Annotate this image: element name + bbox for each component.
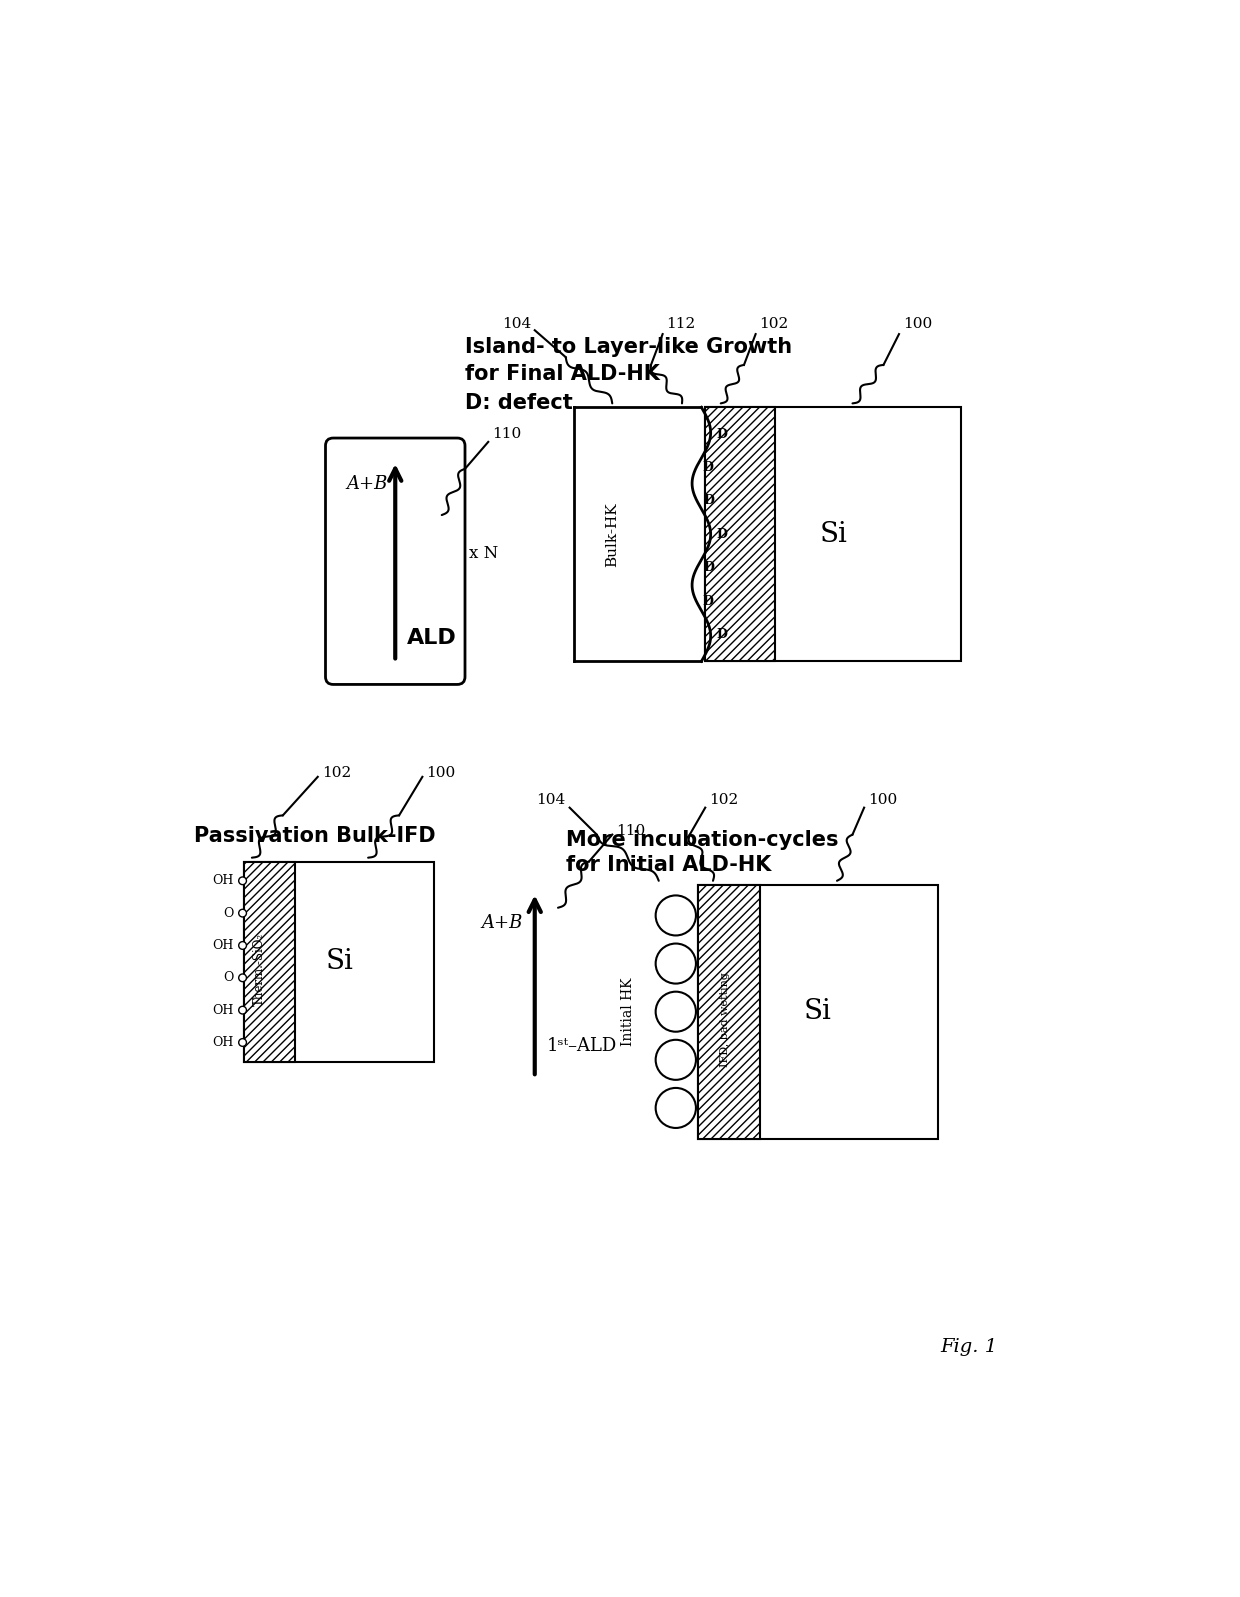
Circle shape: [238, 1006, 247, 1014]
Bar: [697, 885, 937, 1139]
Text: 104: 104: [537, 794, 565, 806]
Text: 100: 100: [427, 767, 455, 779]
Text: OH: OH: [212, 1003, 233, 1017]
Circle shape: [656, 992, 696, 1032]
Circle shape: [656, 1040, 696, 1080]
Text: O: O: [223, 907, 233, 920]
Polygon shape: [573, 407, 711, 661]
Text: 110: 110: [492, 426, 521, 441]
Text: Si: Si: [804, 998, 832, 1025]
Text: More incubation-cycles: More incubation-cycles: [565, 830, 838, 850]
Circle shape: [238, 942, 247, 949]
Text: 100: 100: [868, 794, 898, 806]
Text: Therm.-SiO₂: Therm.-SiO₂: [253, 933, 267, 1006]
Bar: [706, 407, 961, 661]
Text: 104: 104: [502, 318, 531, 331]
Text: Initial HK: Initial HK: [621, 977, 635, 1046]
Text: Bulk-HK: Bulk-HK: [605, 501, 619, 567]
Text: IFD, bad wetting: IFD, bad wetting: [719, 973, 729, 1067]
Text: Si: Si: [820, 521, 847, 548]
Text: D: D: [703, 561, 714, 575]
Bar: [244, 861, 295, 1062]
Text: x N: x N: [469, 545, 498, 562]
Text: D: D: [717, 628, 728, 640]
Circle shape: [656, 944, 696, 984]
Text: D: D: [717, 527, 728, 541]
Text: 102: 102: [709, 794, 738, 806]
Text: 110: 110: [616, 824, 645, 838]
Text: D: D: [703, 495, 714, 508]
Text: 112: 112: [667, 318, 696, 331]
Text: Island- to Layer-like Growth: Island- to Layer-like Growth: [465, 337, 792, 358]
Text: D: defect: D: defect: [465, 393, 573, 414]
Text: 1ˢᵗ–ALD: 1ˢᵗ–ALD: [547, 1038, 616, 1056]
Text: for Final ALD-HK: for Final ALD-HK: [465, 364, 660, 385]
Circle shape: [238, 909, 247, 917]
Bar: [244, 861, 434, 1062]
Text: 102: 102: [759, 318, 789, 331]
Text: OH: OH: [212, 874, 233, 888]
Text: ALD: ALD: [407, 628, 456, 648]
Circle shape: [656, 896, 696, 936]
Text: A+B: A+B: [346, 476, 387, 493]
Text: OH: OH: [212, 1036, 233, 1049]
Text: Fig. 1: Fig. 1: [940, 1338, 997, 1356]
Text: A+B: A+B: [482, 913, 523, 933]
Text: D: D: [702, 594, 713, 607]
Text: D: D: [717, 428, 728, 441]
Circle shape: [238, 974, 247, 982]
Text: Passivation Bulk-IFD: Passivation Bulk-IFD: [193, 826, 435, 846]
Bar: [706, 407, 775, 661]
Text: Si: Si: [325, 949, 353, 976]
Text: for Initial ALD-HK: for Initial ALD-HK: [565, 856, 771, 875]
Circle shape: [656, 1088, 696, 1127]
Circle shape: [238, 877, 247, 885]
Text: 102: 102: [321, 767, 351, 779]
Text: 100: 100: [903, 318, 932, 331]
Text: OH: OH: [212, 939, 233, 952]
Text: O: O: [223, 971, 233, 984]
Bar: [697, 885, 759, 1139]
Circle shape: [238, 1038, 247, 1046]
Text: D: D: [702, 462, 713, 474]
